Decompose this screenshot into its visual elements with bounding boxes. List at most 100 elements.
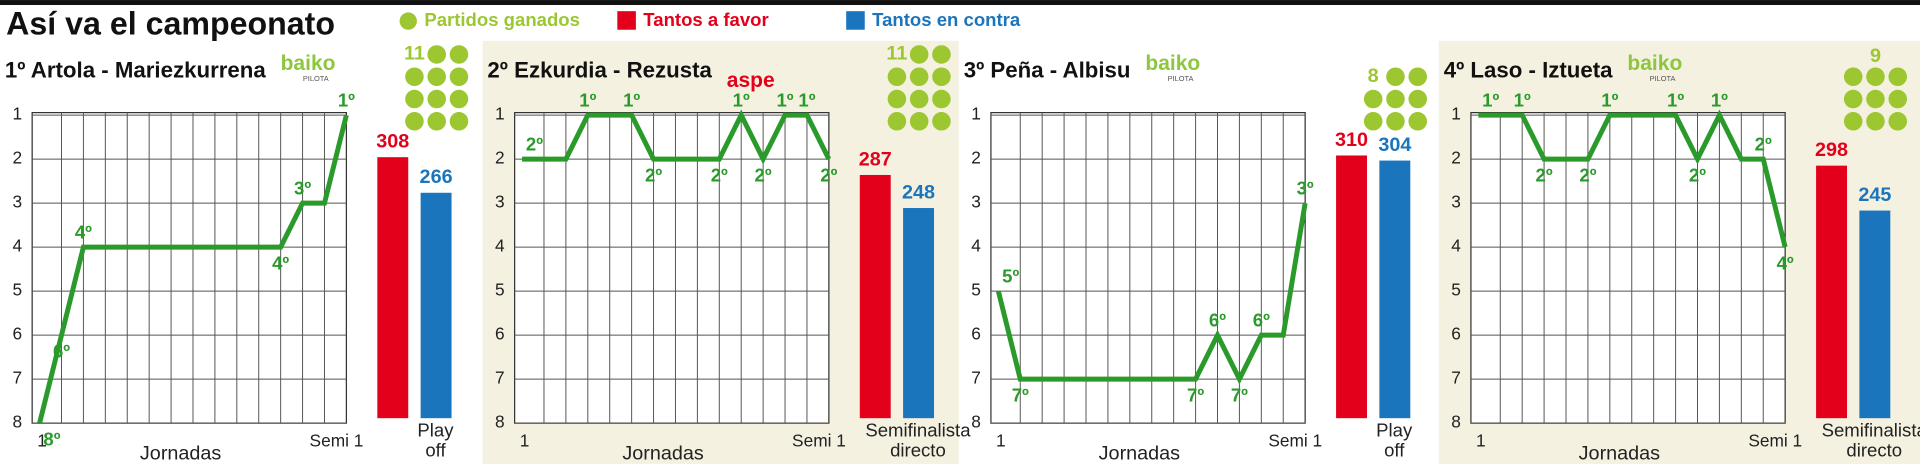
win-dot [887, 67, 907, 87]
page-title: Así va el campeonato [6, 6, 335, 42]
x-tick-label: Semi 1 [1748, 430, 1802, 450]
win-dot [1408, 67, 1428, 87]
logo: baiko [1627, 52, 1682, 75]
value-label: 6º [1253, 309, 1270, 330]
win-dot [405, 112, 424, 131]
bar-label: 245 [1858, 184, 1891, 206]
y-tick-label: 7 [971, 368, 981, 388]
win-dot [405, 89, 424, 109]
win-dot [449, 112, 469, 131]
phase-label: Semifinalista directo [865, 421, 971, 462]
value-label: 1º [1601, 89, 1618, 110]
y-tick-label: 4 [971, 236, 981, 256]
win-dot [1866, 89, 1885, 109]
win-dot [1866, 67, 1885, 87]
value-label: 3º [1297, 177, 1314, 198]
panel-title: 4º Laso - Iztueta [1444, 58, 1613, 83]
value-label: 1º [1482, 89, 1499, 110]
value-label: 1º [579, 89, 596, 110]
x-tick-label: 1 [37, 430, 47, 450]
rank-line [37, 114, 349, 424]
wins-label: 8 [1368, 65, 1379, 87]
x-axis-label: Jornadas [1579, 442, 1660, 464]
phase-label: Play off [417, 421, 454, 462]
win-dot [932, 67, 951, 87]
logo: aspe [727, 69, 775, 92]
y-tick-label: 5 [13, 280, 23, 300]
phase-box: Play off [1376, 422, 1412, 460]
phase-box: Semifinalista directo [1822, 422, 1920, 460]
value-label: 4º [1777, 252, 1794, 273]
logo-sub: PILOTA [1168, 74, 1194, 83]
win-dot [1843, 112, 1863, 131]
x-tick-label: 1 [520, 430, 530, 450]
value-label: 1º [1514, 89, 1531, 110]
plot-frame [31, 112, 348, 424]
logo: baiko [281, 52, 336, 75]
win-dot [932, 112, 951, 131]
x-tick-label: Semi 1 [1268, 430, 1322, 450]
value-label: 1º [1667, 89, 1684, 110]
rank-line [522, 109, 832, 165]
value-label: 1º [1711, 89, 1728, 110]
legend-swatch [846, 11, 865, 30]
x-tick-label: 1 [1476, 430, 1486, 450]
win-dot [1363, 112, 1383, 131]
win-dot [427, 89, 446, 109]
value-label: 2º [1755, 133, 1772, 154]
win-dot [449, 45, 469, 64]
win-dot [427, 67, 446, 87]
win-dot [932, 45, 951, 64]
bar [420, 192, 452, 419]
value-label: 2º [1689, 164, 1706, 185]
value-label: 7º [1012, 384, 1029, 405]
legend-swatch [399, 12, 417, 30]
y-tick-label: 7 [495, 368, 505, 388]
win-dot [1408, 112, 1428, 131]
y-tick-label: 7 [1451, 368, 1461, 388]
y-tick-label: 3 [13, 192, 23, 212]
y-tick-label: 6 [1451, 324, 1461, 344]
value-label: 2º [820, 164, 837, 185]
x-tick-label: Semi 1 [792, 430, 846, 450]
bar-label: 310 [1335, 129, 1368, 151]
y-tick-label: 4 [13, 236, 23, 256]
bar [1859, 210, 1891, 419]
bar-label: 308 [376, 131, 409, 153]
y-tick-label: 4 [1451, 236, 1461, 256]
y-tick-label: 2 [1451, 148, 1461, 168]
panel-title: 2º Ezkurdia - Rezusta [487, 58, 712, 83]
win-dot [909, 67, 929, 87]
wins-label: 9 [1870, 45, 1881, 67]
phase-box: Play off [417, 421, 454, 462]
win-dot [1888, 67, 1908, 87]
top-rule [0, 0, 1920, 5]
y-tick-label: 6 [495, 324, 505, 344]
y-tick-label: 5 [1451, 280, 1461, 300]
value-label: 4º [75, 221, 92, 242]
bar-label: 298 [1815, 139, 1848, 161]
value-label: 2º [755, 164, 772, 185]
legend-label: Tantos a favor [643, 9, 768, 30]
value-label: 2º [526, 133, 543, 154]
bar [1336, 155, 1368, 419]
value-label: 5º [1002, 265, 1019, 286]
y-tick-label: 8 [971, 412, 981, 432]
y-tick-label: 1 [971, 104, 981, 124]
win-dot [909, 89, 929, 109]
win-dot [909, 112, 929, 131]
bar [377, 157, 409, 419]
bar-label: 304 [1378, 134, 1411, 156]
win-dot [909, 45, 929, 64]
y-tick-label: 8 [1451, 412, 1461, 432]
value-label: 2º [1536, 164, 1553, 185]
logo-sub: PILOTA [1650, 74, 1676, 83]
bar-label: 287 [859, 148, 892, 170]
value-label: 1º [798, 89, 815, 110]
y-tick-label: 3 [495, 192, 505, 212]
rank-line [995, 202, 1308, 385]
y-tick-label: 5 [971, 280, 981, 300]
y-tick-label: 8 [495, 412, 505, 432]
logo: baiko [1145, 52, 1200, 75]
